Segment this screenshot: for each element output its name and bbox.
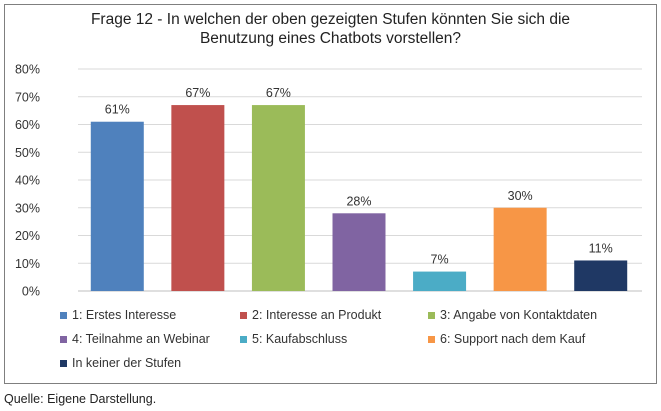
data-labels: 61% 67% 67% 28% 7% 30% 11% — [105, 86, 613, 267]
legend-label: 6: Support nach dem Kauf — [440, 332, 586, 346]
bar-value-label: 11% — [589, 241, 613, 255]
legend-item: 2: Interesse an Produkt — [240, 308, 381, 322]
legend-swatch — [428, 335, 435, 343]
legend-label: 5: Kaufabschluss — [252, 332, 348, 346]
y-tick-label: 60% — [15, 118, 40, 132]
chart-title: Frage 12 - In welchen der oben gezeigten… — [4, 10, 657, 48]
legend-swatch — [428, 311, 435, 319]
y-tick-label: 10% — [15, 257, 40, 271]
bar — [493, 207, 547, 291]
bar — [413, 271, 467, 291]
legend-swatch — [240, 311, 247, 319]
bar — [574, 260, 628, 291]
y-tick-label: 70% — [15, 90, 40, 104]
legend-item: 1: Erstes Interesse — [60, 308, 176, 322]
legend-label: 3: Angabe von Kontaktdaten — [440, 308, 598, 322]
legend-item: In keiner der Stufen — [60, 356, 181, 370]
bars — [90, 105, 628, 291]
bar-value-label: 61% — [105, 103, 130, 117]
y-tick-label: 40% — [15, 174, 40, 188]
legend-label: 2: Interesse an Produkt — [252, 308, 382, 322]
legend-item: 5: Kaufabschluss — [240, 332, 347, 346]
bar-value-label: 28% — [346, 194, 371, 208]
legend-swatch — [60, 335, 67, 343]
source-note: Quelle: Eigene Darstellung. — [4, 392, 157, 406]
y-tick-label: 30% — [15, 201, 40, 215]
legend-item: 3: Angabe von Kontaktdaten — [428, 308, 597, 322]
bar — [251, 105, 305, 291]
legend-swatch — [60, 311, 67, 319]
legend-item: 4: Teilnahme an Webinar — [60, 332, 210, 346]
legend-label: In keiner der Stufen — [72, 356, 182, 370]
y-tick-label: 20% — [15, 229, 40, 243]
legend-label: 4: Teilnahme an Webinar — [72, 332, 210, 346]
y-tick-label: 50% — [15, 146, 40, 160]
y-axis: 0% 10% 20% 30% 40% 50% 60% 70% 80% — [15, 63, 40, 299]
legend-label: 1: Erstes Interesse — [72, 308, 177, 322]
legend-swatch — [60, 359, 67, 367]
bar — [332, 213, 386, 291]
chart-title-line-1: Frage 12 - In welchen der oben gezeigten… — [90, 11, 571, 28]
chart-title-line-2: Benutzung eines Chatbots vorstellen? — [199, 30, 462, 47]
legend-item: 6: Support nach dem Kauf — [428, 332, 585, 346]
y-tick-label: 0% — [22, 285, 40, 299]
bar-value-label: 30% — [508, 189, 533, 203]
bar-value-label: 7% — [431, 253, 449, 267]
y-tick-label: 80% — [15, 63, 40, 77]
bar-value-label: 67% — [266, 86, 291, 100]
legend-swatch — [240, 335, 247, 343]
bar — [171, 105, 225, 291]
bar-value-label: 67% — [185, 86, 210, 100]
bar — [90, 121, 144, 291]
